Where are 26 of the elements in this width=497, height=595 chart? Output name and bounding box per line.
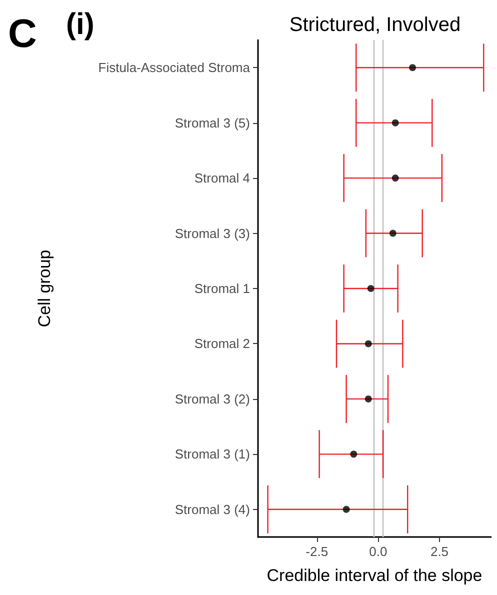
x-axis-title: Credible interval of the slope (266, 566, 482, 585)
y-tick-label: Stromal 3 (4) (174, 502, 250, 517)
point (409, 64, 416, 72)
y-tick-label: Fistula-Associated Stroma (98, 60, 251, 76)
y-tick-label: Stromal 3 (1) (174, 446, 250, 462)
point (364, 340, 372, 348)
point (389, 230, 396, 237)
point (350, 450, 358, 458)
x-tick-label: -2.5 (306, 544, 328, 559)
x-tick-label: 0.0 (369, 544, 388, 559)
text: (i) (66, 8, 94, 42)
y-tick-label: Stromal 4 (194, 170, 250, 186)
y-axis-title: Cell group (35, 250, 54, 328)
text: C (8, 12, 37, 57)
y-tick-label: Stromal 3 (3) (174, 226, 250, 241)
point (392, 174, 399, 182)
y-tick-label: Stromal 3 (5) (174, 115, 250, 130)
point (367, 285, 374, 292)
y-tick-label: Stromal 1 (194, 281, 250, 296)
y-tick-label: Stromal 3 (2) (174, 391, 250, 406)
point (342, 506, 350, 513)
x-tick-label: 2.5 (430, 544, 449, 559)
chart-title: Strictured, Involved (289, 14, 461, 36)
point (392, 119, 399, 126)
point (364, 395, 372, 402)
y-tick-label: Stromal 2 (194, 336, 250, 352)
